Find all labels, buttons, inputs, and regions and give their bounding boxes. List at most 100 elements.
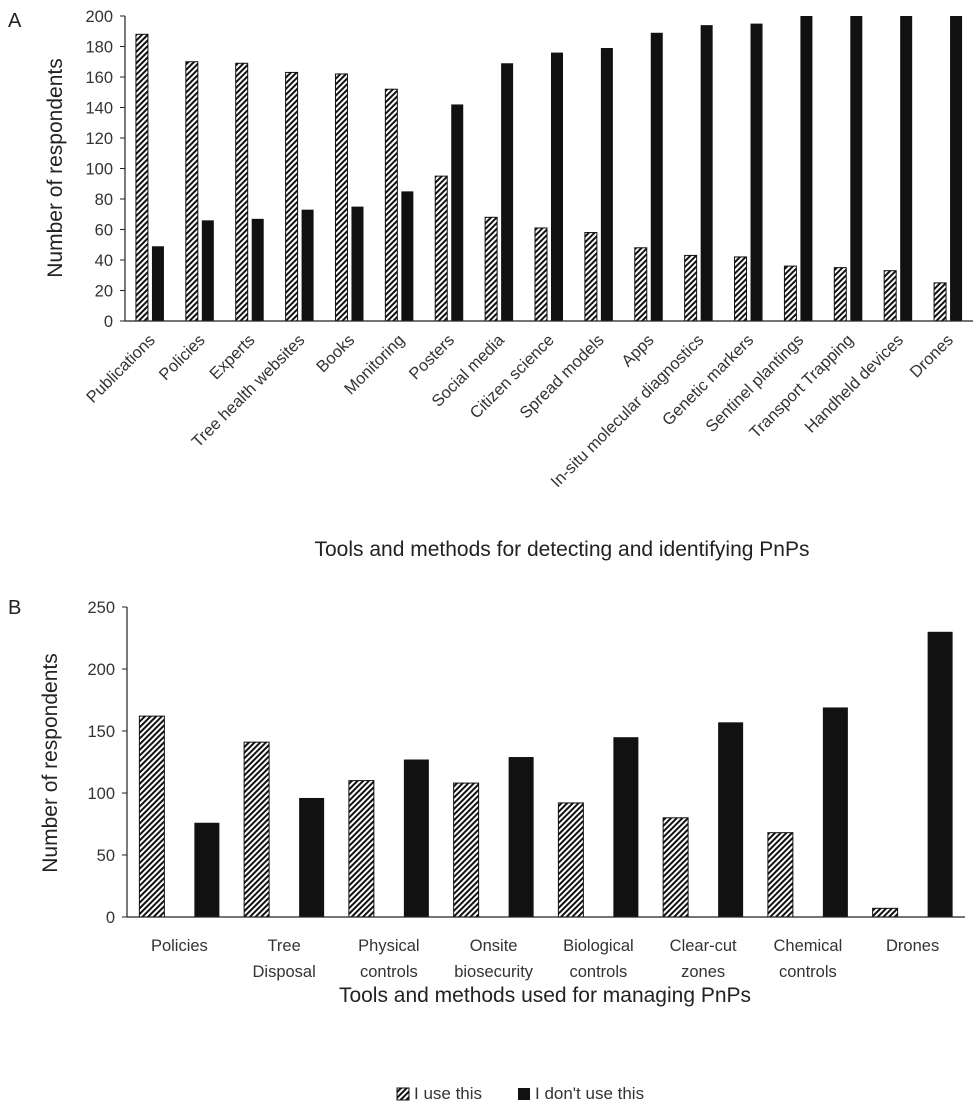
panel-b-y-tick-label: 250 bbox=[87, 599, 115, 617]
panel-a-bar-use bbox=[933, 282, 947, 322]
panel-a-bar-use bbox=[484, 216, 498, 322]
panel-a-bar-use bbox=[434, 175, 448, 322]
panel-b-x-tick-label: Onsite bbox=[470, 937, 518, 955]
panel-b-bar-use bbox=[767, 832, 794, 918]
panel-a-bar-dont-use bbox=[750, 23, 763, 321]
panel-a-bar-use bbox=[534, 227, 548, 322]
panel-a-bar-use bbox=[734, 256, 748, 322]
legend-label-dont-use: I don't use this bbox=[535, 1084, 644, 1103]
panel-b-x-tick-label: biosecurity bbox=[454, 963, 534, 981]
panel-a-x-tick-label: Drones bbox=[907, 331, 957, 381]
panel-a-x-tick-label: Genetic markers bbox=[659, 331, 757, 429]
legend-swatch-dont-use bbox=[518, 1088, 530, 1100]
panel-b-bar-use bbox=[348, 780, 375, 918]
panel-a-chart: 0 20 40 60 80 100 120 140 160 180 200 PublicationsP… bbox=[83, 8, 973, 491]
panel-a-y-tick-label: 160 bbox=[85, 69, 113, 87]
panel-a-bar-dont-use bbox=[600, 48, 613, 322]
panel-b-x-tick-label: Biological bbox=[563, 937, 634, 955]
panel-b-bar-dont-use bbox=[194, 822, 220, 917]
panel-a-x-tick-label: Handheld devices bbox=[802, 331, 907, 436]
panel-a-y-tick-label: 60 bbox=[95, 222, 113, 240]
panel-b-bar-use bbox=[138, 715, 165, 918]
panel-b-x-tick-label: controls bbox=[360, 963, 418, 981]
panel-a-bar-use bbox=[883, 270, 897, 322]
panel-a-bar-dont-use bbox=[650, 32, 663, 322]
panel-a-bar-dont-use bbox=[850, 16, 863, 321]
panel-a-bar-dont-use bbox=[401, 191, 414, 321]
panel-a-bar-use bbox=[684, 254, 698, 322]
panel-a-bar-dont-use bbox=[351, 206, 364, 321]
panel-b-bar-dont-use bbox=[822, 707, 848, 917]
panel-a-bar-use bbox=[783, 265, 797, 322]
panel-a-ylabel: Number of respondents bbox=[44, 58, 67, 277]
panel-a-xlabel: Tools and methods for detecting and iden… bbox=[315, 538, 810, 561]
panel-a-y-tick-label: 100 bbox=[85, 161, 113, 179]
panel-b-xlabel: Tools and methods used for managing PnPs bbox=[339, 984, 751, 1007]
panel-b-bar-dont-use bbox=[613, 737, 639, 917]
panel-b-chart: 0 50 100 150 200 250 Policies Tree Disposal Physi… bbox=[87, 599, 965, 981]
panel-b-y-tick-label: 100 bbox=[87, 785, 115, 803]
legend: I use this I don't use this bbox=[396, 1084, 644, 1103]
panel-b-bar-use bbox=[557, 802, 584, 918]
panel-b-x-tick-label: Tree bbox=[267, 937, 300, 955]
panel-a-bar-dont-use bbox=[451, 104, 464, 321]
panel-a-bar-dont-use bbox=[301, 209, 314, 321]
panel-b-bar-dont-use bbox=[718, 722, 744, 917]
panel-b-y-tick-label: 0 bbox=[106, 909, 115, 927]
panel-a-bar-use bbox=[833, 267, 847, 322]
panel-a-y-tick-label: 20 bbox=[95, 283, 113, 301]
panel-b-label: B bbox=[8, 597, 21, 619]
panel-a-y-tick-label: 0 bbox=[104, 313, 113, 331]
panel-a-bar-use bbox=[384, 88, 398, 322]
panel-a-y-tick-label: 140 bbox=[85, 100, 113, 118]
legend-swatch-use bbox=[396, 1087, 410, 1101]
panel-a-y-tick-label: 120 bbox=[85, 130, 113, 148]
panel-b-x-tick-label: Disposal bbox=[252, 963, 315, 981]
panel-a-label: A bbox=[8, 10, 22, 32]
panel-b-x-tick-label: Physical bbox=[358, 937, 419, 955]
panel-a-bar-dont-use bbox=[700, 25, 713, 322]
panel-b-bar-dont-use bbox=[508, 757, 534, 917]
panel-a-bar-use bbox=[634, 247, 648, 322]
panel-a-bar-dont-use bbox=[501, 63, 514, 322]
panel-b-y-tick-label: 50 bbox=[97, 847, 115, 865]
panel-a-y-tick-label: 180 bbox=[85, 39, 113, 57]
panel-b-bar-dont-use bbox=[299, 797, 325, 917]
panel-b-bar-use bbox=[872, 907, 899, 918]
panel-b-bar-dont-use bbox=[403, 759, 429, 917]
panel-b-x-tick-label: zones bbox=[681, 963, 725, 981]
panel-a-x-tick-label: Publications bbox=[83, 331, 159, 407]
panel-b-x-tick-label: Clear-cut bbox=[670, 937, 737, 955]
panel-a-bar-use bbox=[285, 71, 299, 322]
panel-a-bar-use bbox=[235, 62, 249, 322]
panel-a-bar-use bbox=[135, 33, 149, 322]
panel-b-bar-use bbox=[243, 741, 270, 918]
panel-b-x-tick-label: Chemical bbox=[773, 937, 842, 955]
panel-b-y-tick-label: 150 bbox=[87, 723, 115, 741]
panel-a-bar-dont-use bbox=[551, 52, 563, 321]
panel-a-bar-dont-use bbox=[950, 16, 963, 321]
panel-a-bar-dont-use bbox=[900, 16, 913, 321]
legend-label-use: I use this bbox=[414, 1084, 482, 1103]
panel-a-bar-use bbox=[185, 61, 199, 322]
panel-b-x-tick-label: Policies bbox=[151, 937, 208, 955]
panel-a-bar-dont-use bbox=[800, 16, 813, 321]
panel-a-x-tick-label: Policies bbox=[156, 331, 209, 384]
panel-a-bar-dont-use bbox=[151, 246, 164, 321]
panel-a-y-tick-label: 200 bbox=[85, 8, 113, 26]
panel-b-bar-use bbox=[662, 817, 689, 918]
panel-b-x-tick-label: controls bbox=[779, 963, 837, 981]
panel-a-y-tick-label: 40 bbox=[95, 252, 113, 270]
panel-a-bar-dont-use bbox=[201, 220, 214, 321]
panel-a-x-tick-label: Books bbox=[313, 331, 358, 376]
panel-a-y-tick-label: 80 bbox=[95, 191, 113, 209]
panel-b-bar-dont-use bbox=[927, 631, 953, 917]
panel-a-bar-use bbox=[584, 232, 598, 322]
panel-b-ylabel: Number of respondents bbox=[39, 653, 62, 872]
panel-a-x-tick-label: Apps bbox=[618, 331, 657, 370]
panel-b-x-tick-label: Drones bbox=[886, 937, 939, 955]
panel-b-y-tick-label: 200 bbox=[87, 661, 115, 679]
panel-a-bar-use bbox=[334, 73, 348, 322]
panel-a-bar-dont-use bbox=[251, 218, 264, 321]
